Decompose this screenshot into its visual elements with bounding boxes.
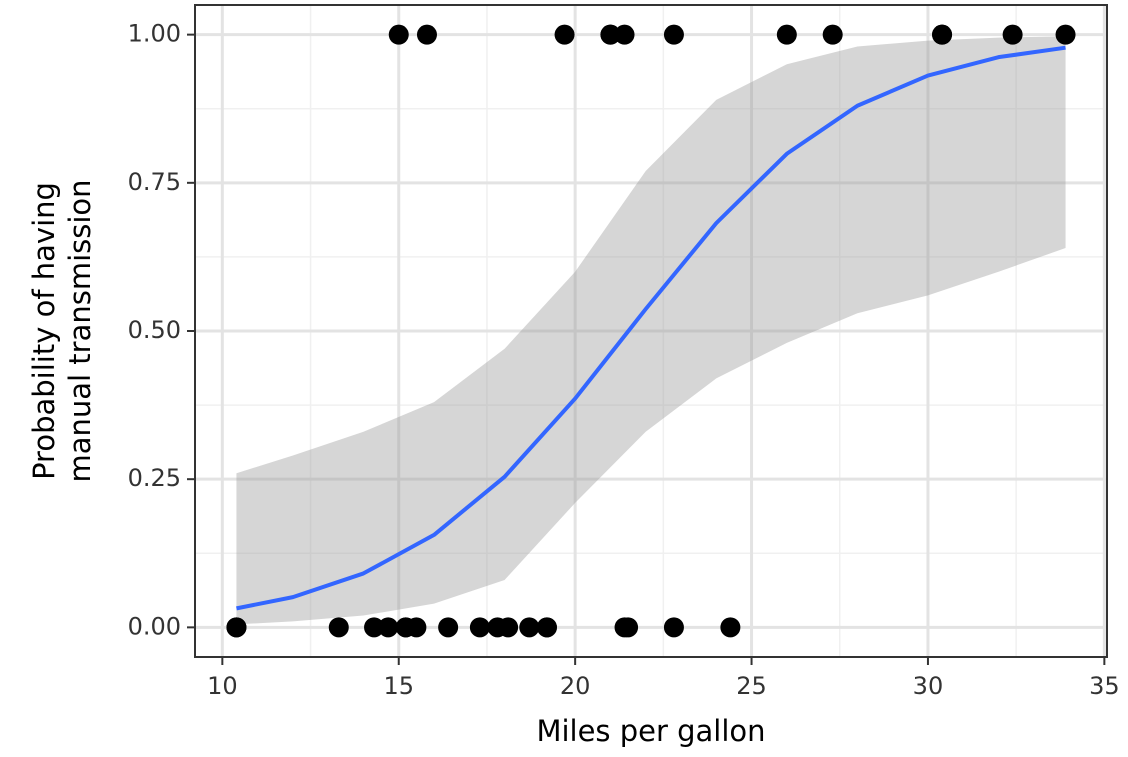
x-axis-title: Miles per gallon: [536, 714, 765, 748]
y-axis-title: manual transmission: [63, 179, 97, 482]
fit-line: [236, 45, 1066, 611]
point: [776, 24, 797, 45]
point: [364, 617, 385, 638]
point: [822, 24, 843, 45]
x-tick-label: 15: [383, 672, 414, 700]
grid: [195, 5, 1107, 657]
y-tick-label: 0.75: [128, 168, 181, 196]
point: [395, 617, 416, 638]
point: [720, 617, 741, 638]
x-tick-label: 30: [913, 672, 944, 700]
y-tick-label: 0.25: [128, 464, 181, 492]
point: [438, 617, 459, 638]
y-tick-label: 1.00: [128, 20, 181, 48]
point: [416, 24, 437, 45]
point: [614, 24, 635, 45]
point: [328, 617, 349, 638]
x-tick-label: 25: [736, 672, 767, 700]
point: [1055, 24, 1076, 45]
point: [519, 617, 540, 638]
point: [378, 617, 399, 638]
x-tick-label: 10: [207, 672, 238, 700]
point: [663, 24, 684, 45]
point: [226, 617, 247, 638]
point: [487, 617, 508, 638]
axes: 10 15 20 25 30 35 0.00 0.25 0.50 0.75 1.00: [128, 4, 1120, 700]
confidence-band: [236, 36, 1066, 625]
panel-border: [194, 4, 1108, 658]
point: [600, 24, 621, 45]
y-tick-label: 0.00: [128, 612, 181, 640]
point: [1002, 24, 1023, 45]
y-tick-label: 0.50: [128, 316, 181, 344]
x-tick-label: 20: [560, 672, 591, 700]
point: [663, 617, 684, 638]
x-tick-label: 35: [1089, 672, 1120, 700]
marks: [226, 24, 1076, 638]
point: [932, 24, 953, 45]
point: [469, 617, 490, 638]
y-axis-title: Probability of having: [27, 182, 61, 480]
point: [388, 24, 409, 45]
point: [554, 24, 575, 45]
point: [618, 617, 639, 638]
point: [536, 617, 557, 638]
